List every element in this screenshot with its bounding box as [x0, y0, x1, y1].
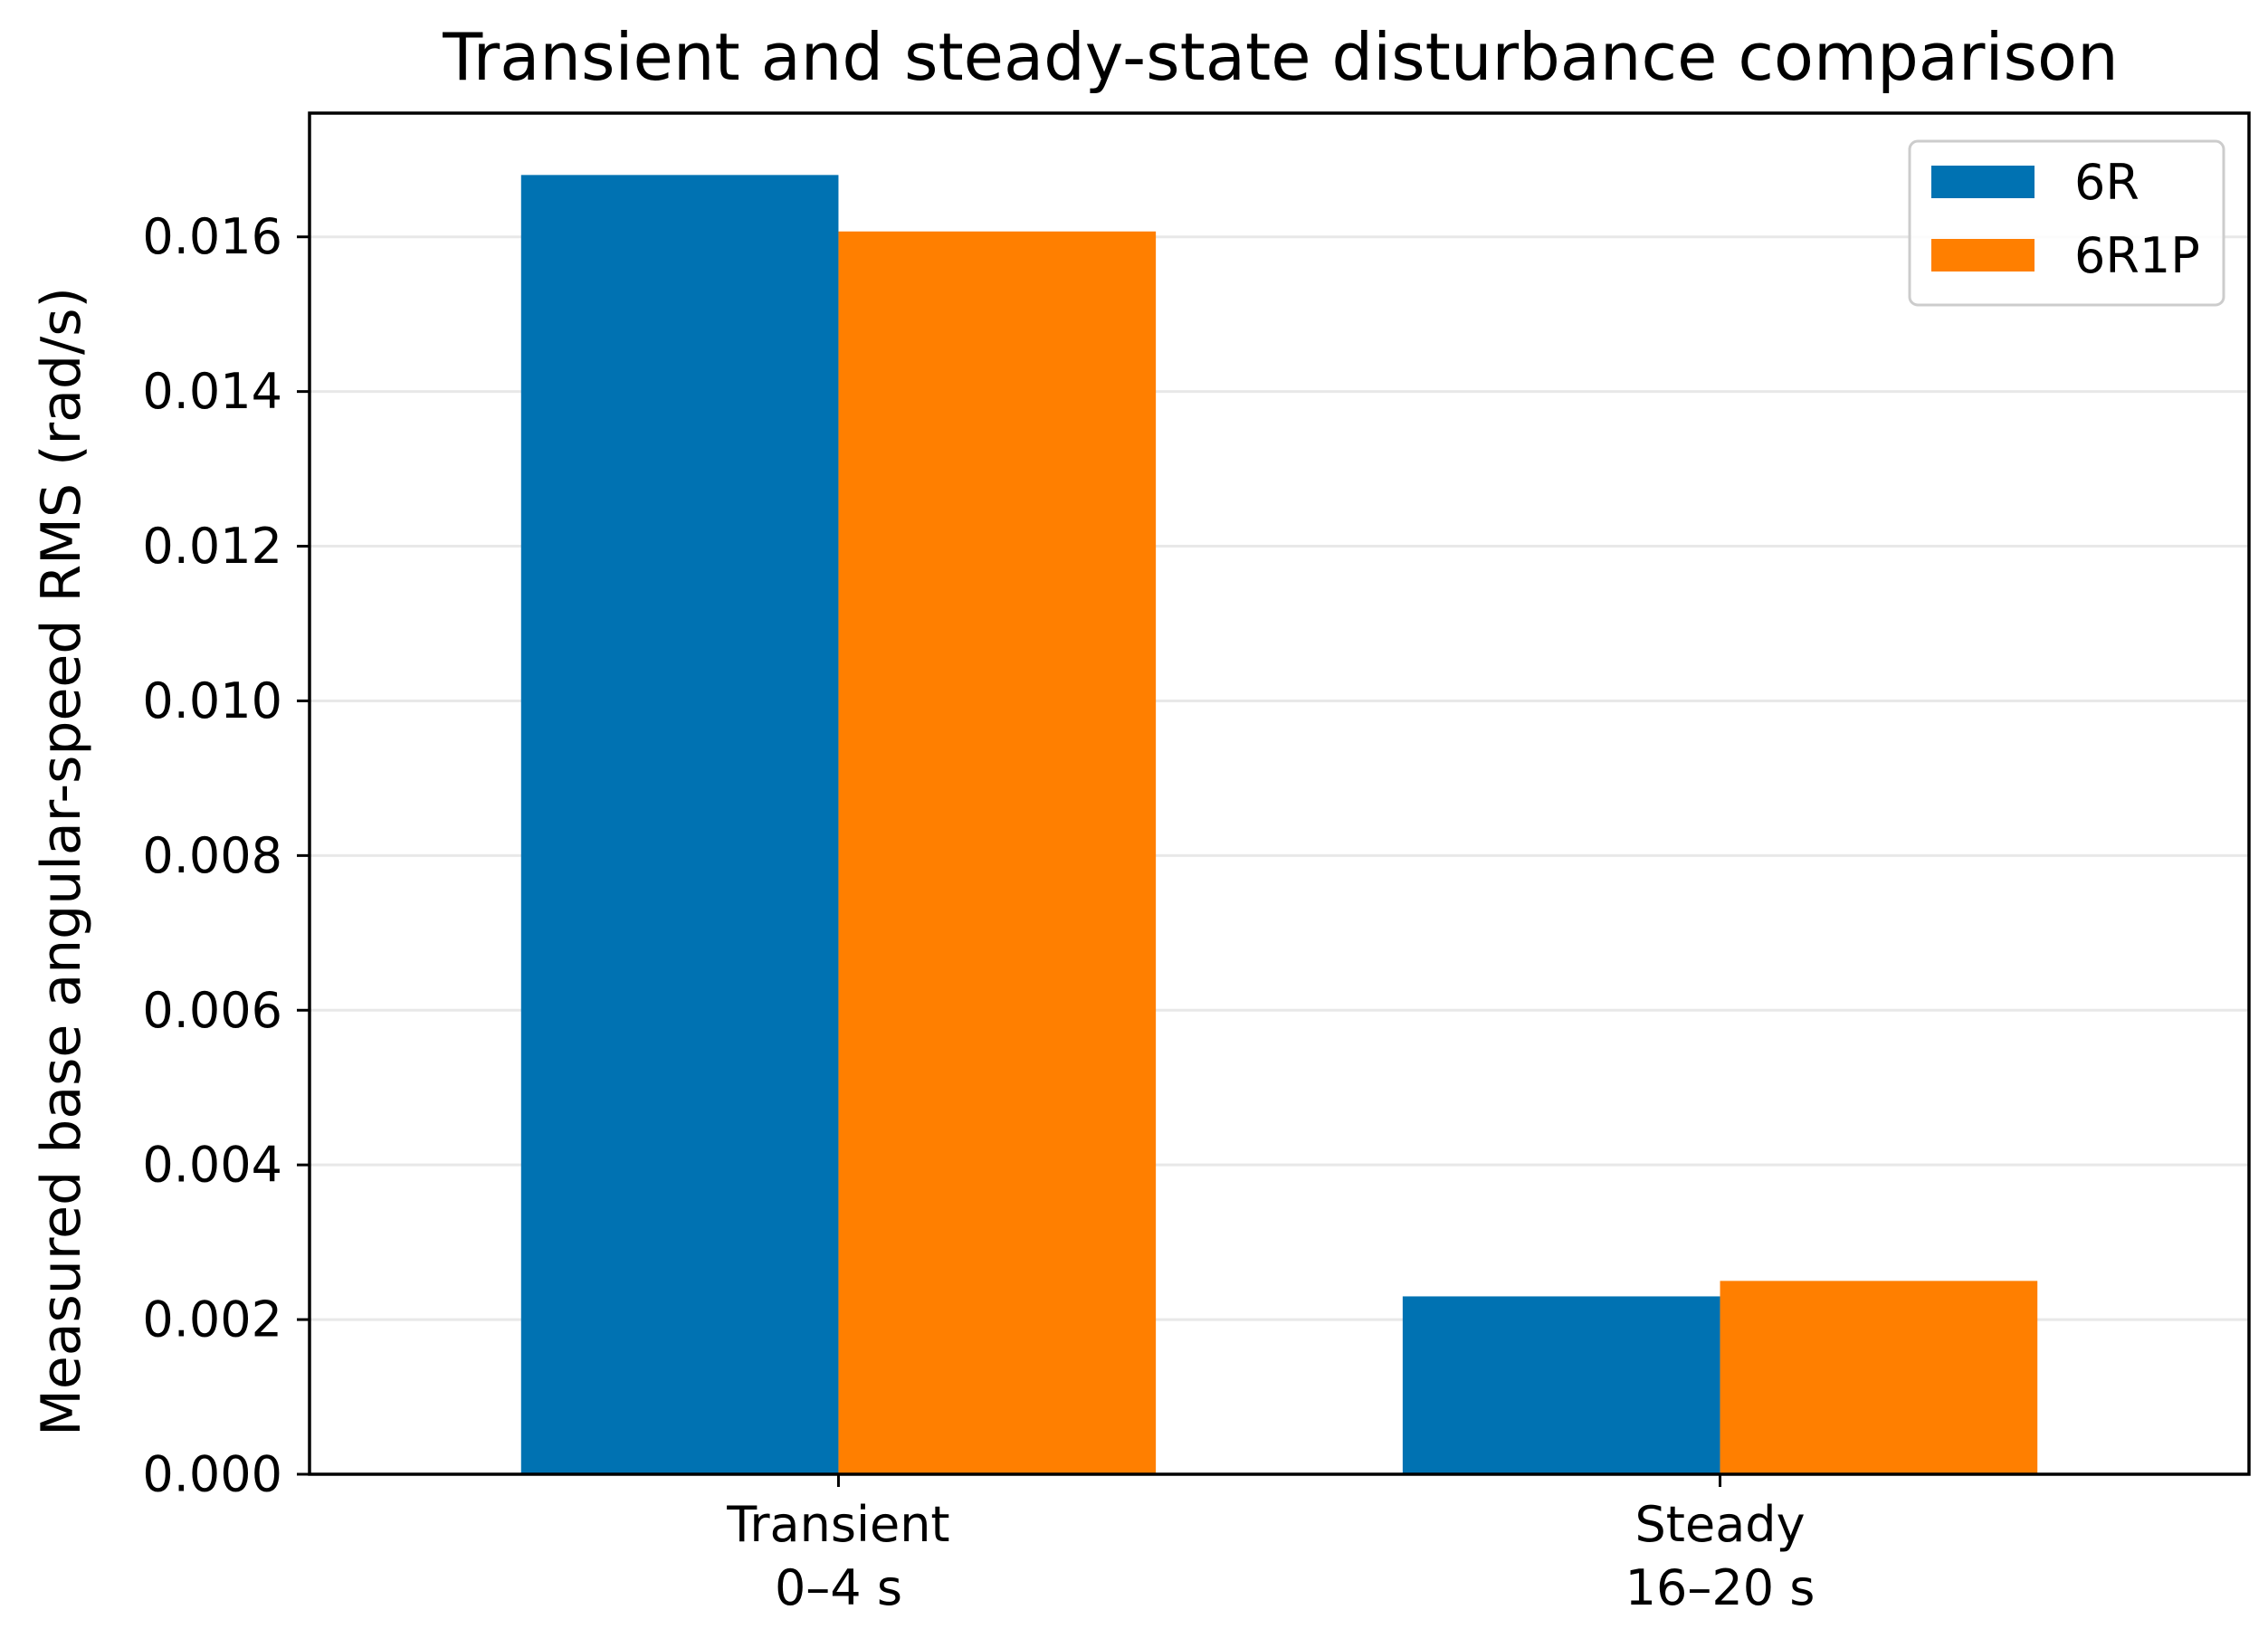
legend-label-6r: 6R — [2074, 154, 2139, 211]
y-axis-label: Measured base angular-speed RMS (rad/s) — [30, 287, 93, 1436]
plot-frame — [308, 111, 2251, 1476]
legend: 6R 6R1P — [1908, 139, 2225, 307]
y-tick-label: 0.004 — [142, 1137, 282, 1194]
y-tick-label: 0.002 — [142, 1291, 282, 1348]
x-tick-label: 16–20 s — [1625, 1559, 1815, 1616]
y-tick-label: 0.006 — [142, 982, 282, 1039]
x-tick-label: Transient — [726, 1496, 949, 1553]
x-axis-ticks: Transient 0–4 s Steady 16–20 s — [726, 1474, 1815, 1616]
x-tick-label: 0–4 s — [775, 1559, 902, 1616]
bar-6r-steady — [1402, 1296, 1720, 1474]
legend-swatch-6r1p — [1931, 239, 2035, 271]
y-tick-label: 0.012 — [142, 518, 282, 575]
y-tick-label: 0.016 — [142, 208, 282, 265]
y-tick-label: 0.008 — [142, 827, 282, 884]
y-tick-label: 0.010 — [142, 672, 282, 729]
chart-title: Transient and steady-state disturbance c… — [442, 19, 2118, 95]
legend-label-6r1p: 6R1P — [2074, 227, 2200, 284]
bar-6r1p-transient — [838, 231, 1157, 1474]
bar-6r1p-steady — [1720, 1281, 2038, 1474]
x-tick-label: Steady — [1635, 1496, 1806, 1553]
y-tick-label: 0.014 — [142, 363, 282, 420]
bars — [520, 175, 2038, 1474]
y-axis-ticks: 0.000 0.002 0.004 0.006 0.008 0.010 0.012 0.014… — [142, 208, 310, 1503]
bar-6r-transient — [520, 175, 839, 1474]
legend-swatch-6r — [1931, 166, 2035, 198]
y-tick-label: 0.000 — [142, 1446, 282, 1503]
